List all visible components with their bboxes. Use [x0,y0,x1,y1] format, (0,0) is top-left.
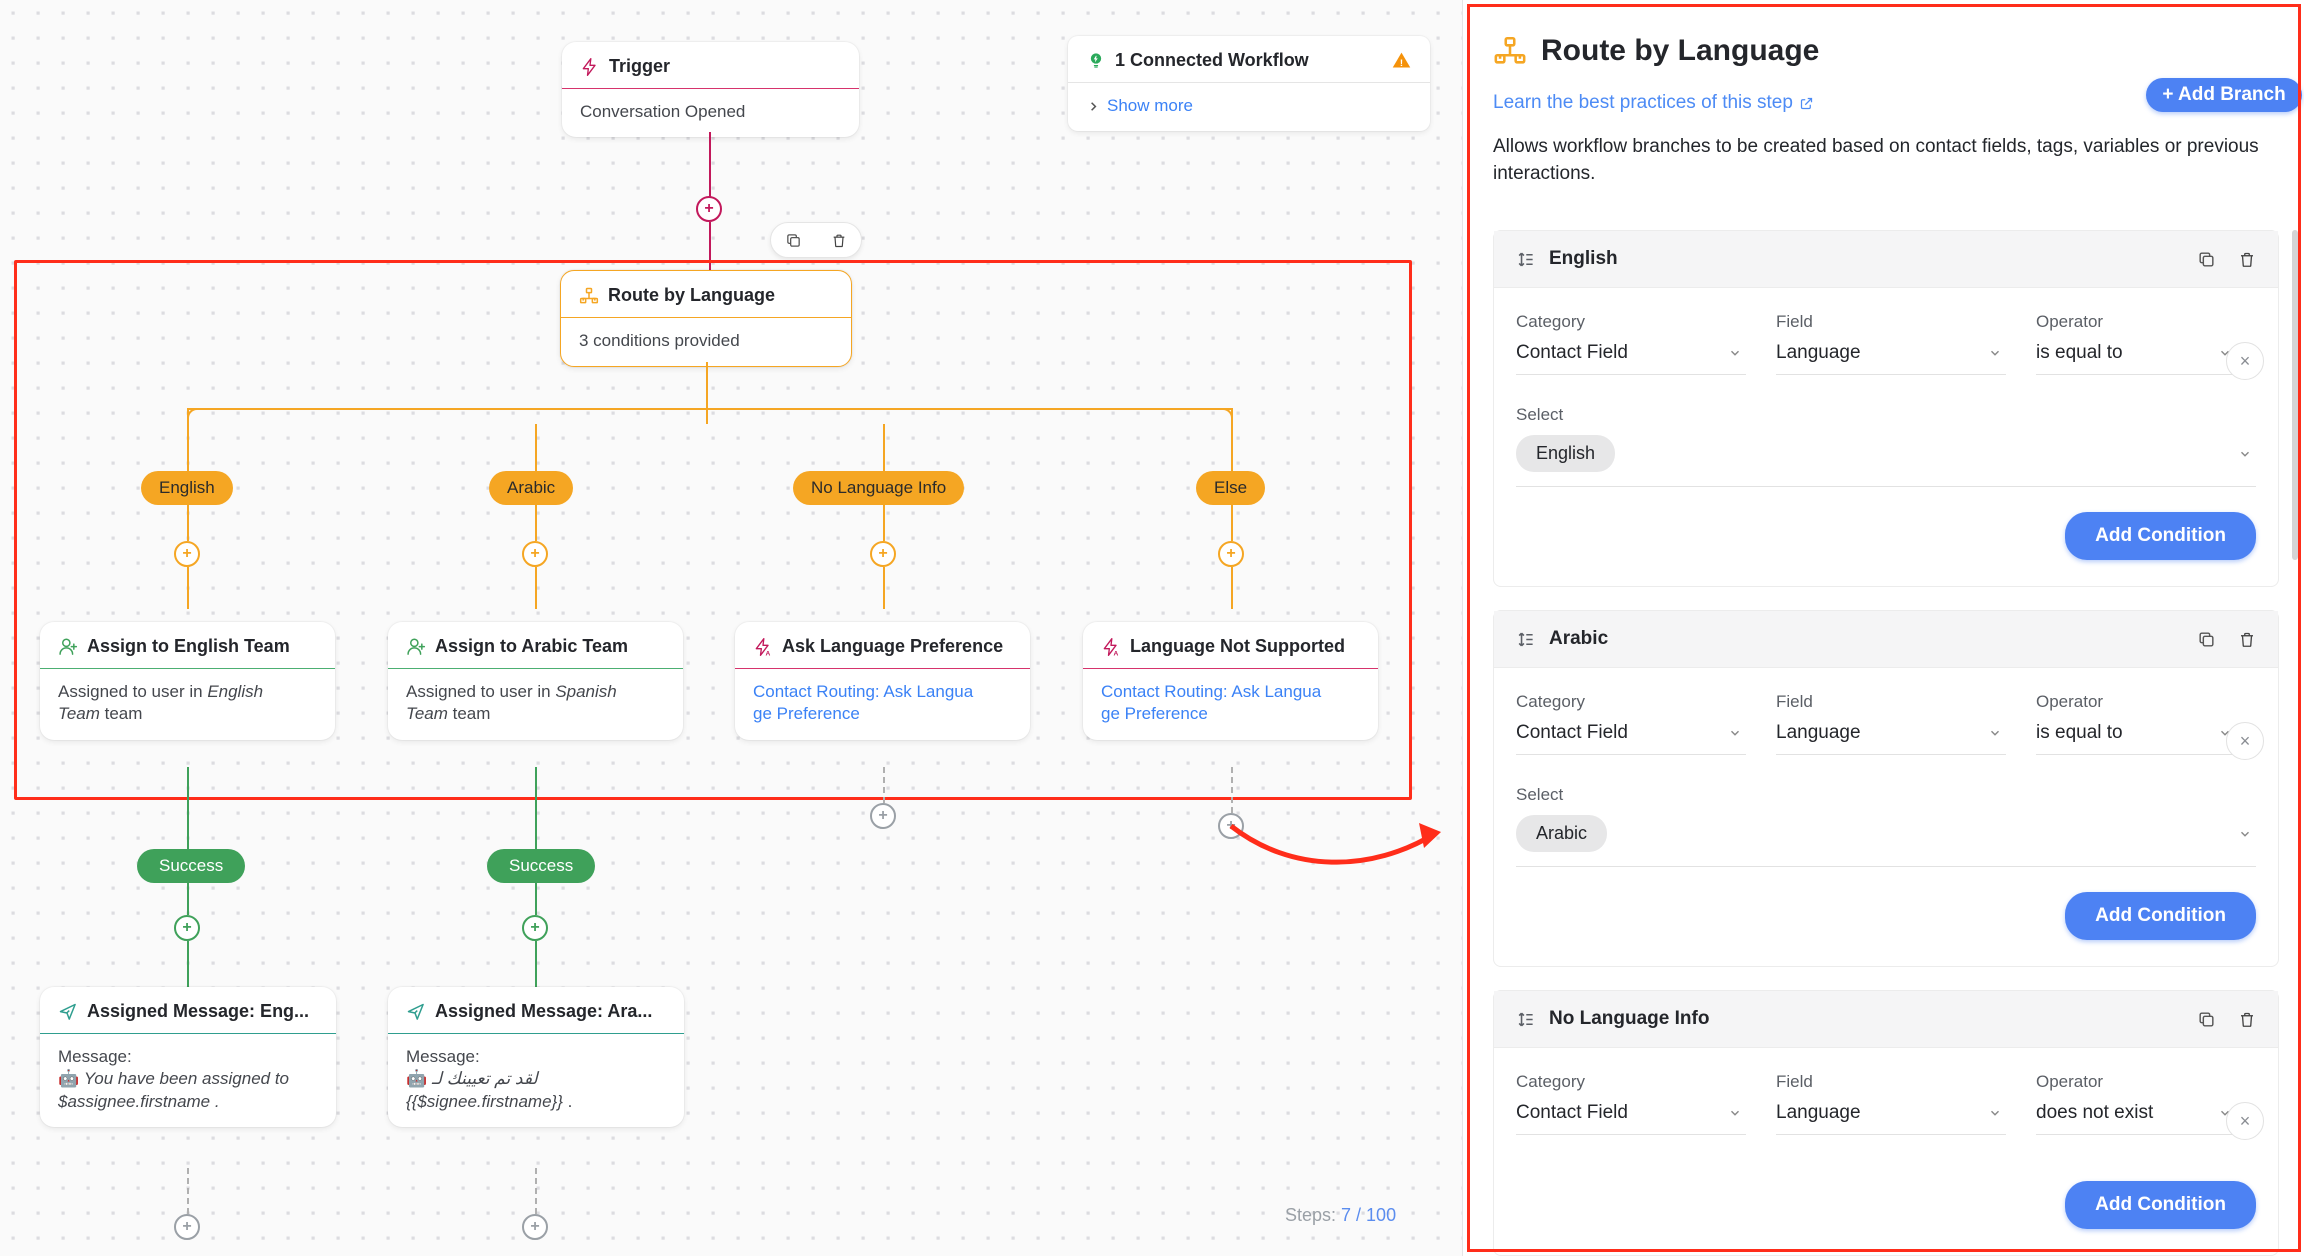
svg-text:!: ! [1400,58,1403,69]
svg-text:A: A [1114,650,1119,657]
svg-text:A: A [766,650,771,657]
